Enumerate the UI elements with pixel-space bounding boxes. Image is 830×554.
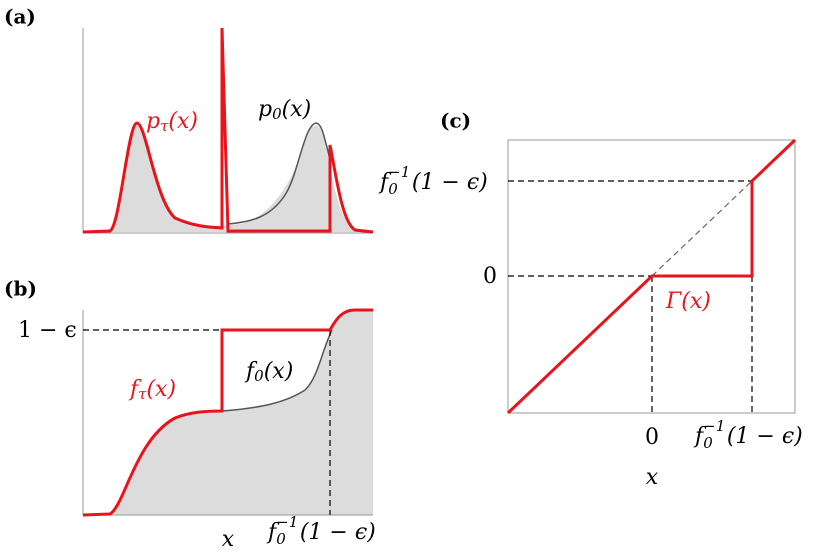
panel-c: (c) f−1 0 (1 − ϵ) 0 0 f−1 0 (1 − ϵ) x Γ(x) bbox=[378, 109, 803, 491]
panel-a: (a) pτ(x) p0(x) bbox=[4, 5, 374, 234]
p-tau-curve bbox=[82, 27, 374, 234]
p-tau-label: pτ(x) bbox=[146, 109, 198, 135]
panel-label: (a) bbox=[4, 5, 36, 29]
p0-label: p0(x) bbox=[258, 97, 311, 123]
p0-fill bbox=[83, 123, 373, 232]
panel-label: (b) bbox=[4, 277, 37, 301]
inverse-label: f−1 0 (1 − ϵ) bbox=[266, 513, 376, 548]
f0-label: f0(x) bbox=[244, 359, 293, 385]
y-zero-label: 0 bbox=[483, 264, 497, 289]
gamma-curve bbox=[506, 138, 797, 415]
identity-dashed bbox=[651, 180, 753, 277]
f-tau-curve bbox=[82, 308, 373, 517]
panel-label: (c) bbox=[440, 109, 471, 133]
x-inverse-label: f−1 0 (1 − ϵ) bbox=[693, 417, 803, 452]
x-zero-label: 0 bbox=[645, 425, 659, 450]
x-label: x bbox=[646, 465, 659, 490]
y-inverse-label: f−1 0 (1 − ϵ) bbox=[378, 163, 488, 198]
f-tau-label: fτ(x) bbox=[128, 377, 176, 403]
gamma-label: Γ(x) bbox=[665, 289, 711, 314]
f0-curve bbox=[221, 329, 333, 412]
p0-curve bbox=[227, 122, 332, 225]
f0-fill bbox=[83, 310, 373, 515]
panel-b: (b) 1 − ϵ fτ(x) f0(x) x f−1 0 (1 − ϵ) bbox=[4, 277, 376, 553]
level-label: 1 − ϵ bbox=[18, 318, 77, 343]
x-label: x bbox=[222, 527, 235, 552]
